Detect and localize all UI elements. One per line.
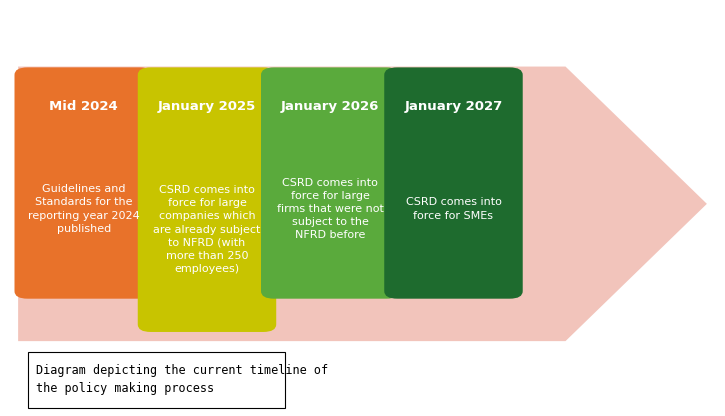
Text: January 2026: January 2026 [281, 99, 379, 113]
Text: CSRD comes into
force for large
companies which
are already subject
to NFRD (wit: CSRD comes into force for large companie… [153, 185, 261, 274]
FancyBboxPatch shape [261, 67, 399, 299]
FancyBboxPatch shape [28, 352, 285, 408]
FancyBboxPatch shape [138, 67, 276, 332]
Text: Mid 2024: Mid 2024 [49, 99, 118, 113]
Text: Guidelines and
Standards for the
reporting year 2024
published: Guidelines and Standards for the reporti… [28, 184, 140, 234]
Text: CSRD comes into
force for SMEs: CSRD comes into force for SMEs [405, 198, 502, 220]
FancyBboxPatch shape [384, 67, 523, 299]
FancyBboxPatch shape [14, 67, 153, 299]
Text: Diagram depicting the current timeline of
the policy making process: Diagram depicting the current timeline o… [36, 364, 328, 395]
Text: CSRD comes into
force for large
firms that were not
subject to the
NFRD before: CSRD comes into force for large firms th… [277, 178, 384, 240]
Text: January 2025: January 2025 [158, 99, 256, 113]
Polygon shape [18, 67, 707, 341]
Text: January 2027: January 2027 [405, 99, 502, 113]
